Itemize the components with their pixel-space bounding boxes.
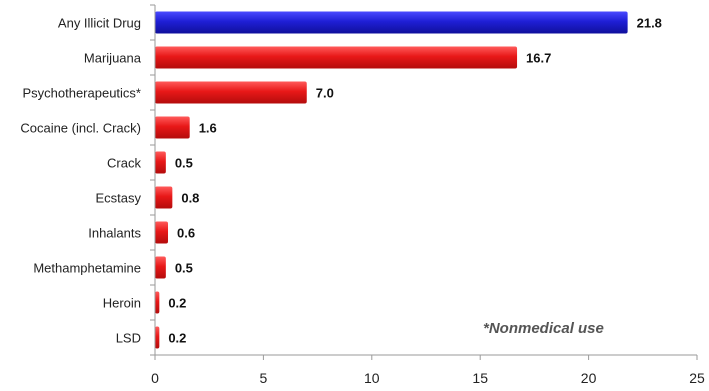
bar-crack [155, 151, 166, 174]
bar-psychotherapeutics [155, 81, 307, 104]
value-label-inhalants: 0.6 [177, 226, 195, 241]
x-tick-label: 5 [260, 370, 268, 386]
value-label-cocaine-incl-crack: 1.6 [199, 121, 217, 136]
bar-any-illicit-drug [155, 11, 628, 34]
value-label-psychotherapeutics: 7.0 [316, 86, 334, 101]
bar-ecstasy [155, 186, 173, 209]
category-label-ecstasy: Ecstasy [95, 191, 141, 206]
x-tick-label: 25 [689, 370, 705, 386]
value-label-any-illicit-drug: 21.8 [637, 16, 662, 31]
category-label-crack: Crack [107, 156, 141, 171]
category-label-marijuana: Marijuana [84, 51, 142, 66]
category-label-inhalants: Inhalants [88, 226, 141, 241]
x-tick-label: 15 [472, 370, 488, 386]
x-tick-label: 10 [364, 370, 380, 386]
category-label-any-illicit-drug: Any Illicit Drug [58, 16, 141, 31]
category-label-lsd: LSD [116, 331, 141, 346]
bar-cocaine-incl-crack [155, 116, 190, 139]
value-label-ecstasy: 0.8 [181, 191, 199, 206]
category-label-methamphetamine: Methamphetamine [33, 261, 141, 276]
annotation-note: *Nonmedical use [483, 320, 604, 337]
bar-marijuana [155, 46, 518, 69]
value-label-marijuana: 16.7 [526, 51, 551, 66]
value-label-lsd: 0.2 [168, 331, 186, 346]
value-label-methamphetamine: 0.5 [175, 261, 193, 276]
bar-lsd [155, 326, 160, 349]
bar-inhalants [155, 221, 169, 244]
category-label-heroin: Heroin [103, 296, 141, 311]
x-tick-label: 20 [581, 370, 597, 386]
x-tick-label: 0 [151, 370, 159, 386]
value-label-heroin: 0.2 [168, 296, 186, 311]
value-label-crack: 0.5 [175, 156, 193, 171]
category-label-cocaine-incl-crack: Cocaine (incl. Crack) [20, 121, 141, 136]
bar-heroin [155, 291, 160, 314]
bar-methamphetamine [155, 256, 166, 279]
category-label-psychotherapeutics: Psychotherapeutics* [22, 86, 141, 101]
